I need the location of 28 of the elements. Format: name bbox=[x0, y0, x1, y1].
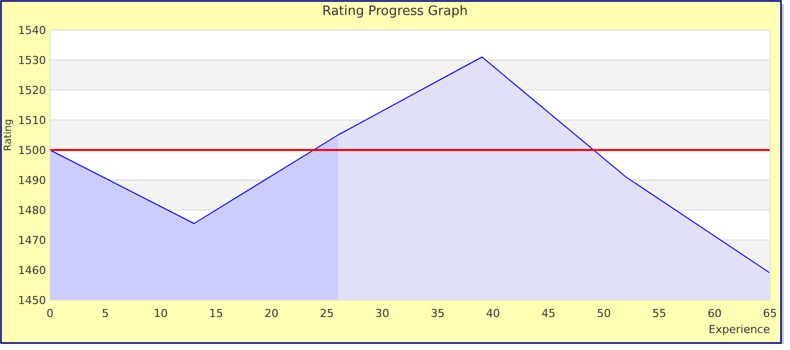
y-tick-label: 1470 bbox=[18, 234, 46, 247]
y-axis-title: Rating bbox=[3, 118, 14, 152]
x-tick-label: 65 bbox=[763, 307, 777, 320]
x-tick-label: 5 bbox=[102, 307, 109, 320]
x-tick-label: 20 bbox=[264, 307, 279, 320]
x-tick-label: 45 bbox=[541, 307, 556, 320]
y-tick-label: 1520 bbox=[18, 84, 46, 97]
x-tick-label: 0 bbox=[46, 307, 54, 320]
y-tick-label: 1540 bbox=[18, 24, 46, 37]
x-tick-label: 15 bbox=[209, 307, 224, 320]
line-series bbox=[50, 56, 770, 274]
x-tick-label: 40 bbox=[486, 307, 500, 320]
y-tick-label: 1510 bbox=[18, 114, 46, 127]
y-tick-label: 1490 bbox=[18, 174, 46, 187]
x-tick-label: 35 bbox=[430, 307, 445, 320]
x-tick-label: 10 bbox=[154, 307, 168, 320]
y-tick-label: 1450 bbox=[18, 294, 46, 307]
y-tick-label: 1480 bbox=[18, 204, 46, 217]
x-tick-label: 60 bbox=[708, 307, 722, 320]
y-tick-label: 1530 bbox=[18, 54, 46, 67]
y-tick-label: 1500 bbox=[18, 144, 46, 157]
x-tick-label: 50 bbox=[596, 307, 611, 320]
x-axis-title: Experience bbox=[708, 323, 770, 336]
y-tick-label: 1460 bbox=[18, 264, 46, 277]
x-tick-label: 30 bbox=[375, 307, 390, 320]
x-tick-label: 25 bbox=[320, 307, 334, 320]
chart-title: Rating Progress Graph bbox=[322, 4, 468, 19]
x-tick-label: 55 bbox=[652, 307, 666, 320]
